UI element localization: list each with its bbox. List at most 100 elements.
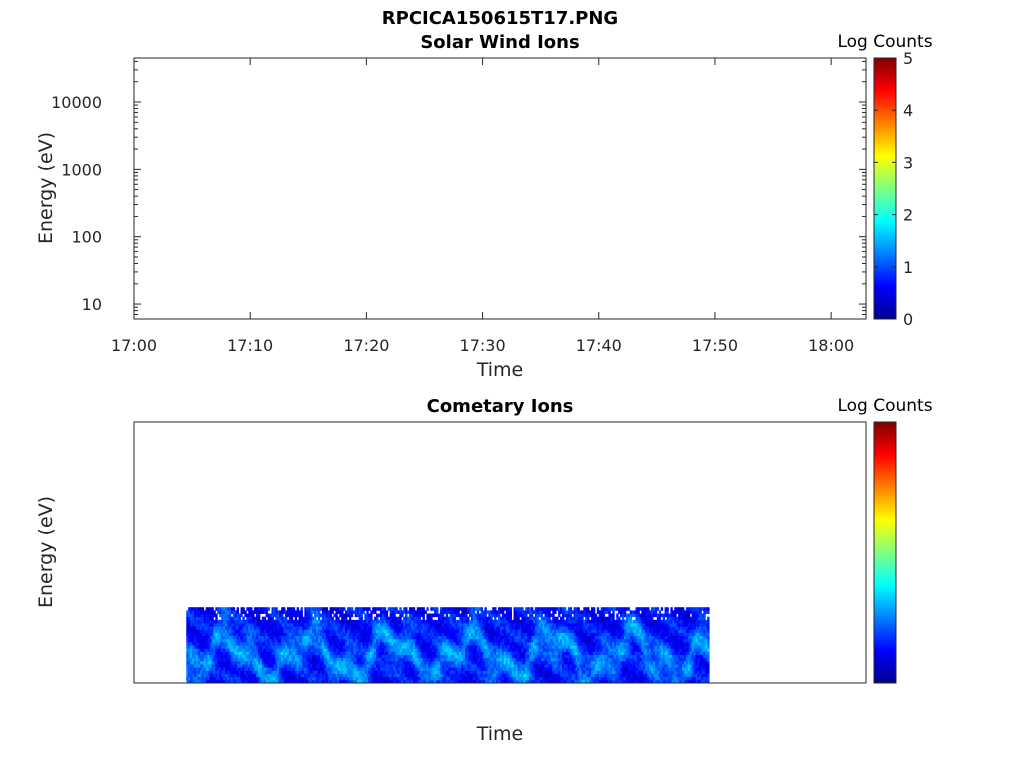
spectrogram-cell	[463, 670, 466, 674]
spectrogram-cell	[478, 645, 482, 649]
spectrogram-cell	[414, 635, 418, 640]
spectrogram-cell	[232, 610, 236, 614]
spectrogram-cell	[469, 645, 472, 649]
spectrogram-cell	[275, 626, 278, 630]
spectrogram-cell	[290, 670, 294, 674]
spectrogram-cell	[374, 635, 377, 640]
spectrogram-cell	[561, 638, 565, 643]
spectrogram-cell	[296, 648, 300, 652]
spectrogram-cell	[552, 638, 555, 643]
panel-title: Solar Wind Ions	[420, 32, 579, 53]
spectrogram-cell	[577, 629, 580, 633]
spectrogram-cell	[519, 623, 522, 627]
spectrogram-cell	[459, 657, 462, 662]
spectrogram-cell	[368, 651, 371, 655]
spectrogram-cell	[395, 676, 398, 681]
spectrogram-cell	[426, 641, 429, 646]
spectrogram-cell	[374, 657, 377, 662]
spectrogram-cell	[552, 679, 555, 683]
spectrogram-cell	[207, 635, 210, 640]
spectrogram-cell	[343, 657, 346, 662]
spectrogram-cell	[527, 619, 530, 624]
spectrogram-cell	[192, 679, 195, 683]
spectrogram-cell	[205, 664, 208, 668]
spectrogram-cell	[279, 623, 282, 627]
spectrogram-cell	[252, 626, 255, 630]
spectrogram-cell	[335, 679, 338, 683]
spectrogram-cell	[505, 632, 509, 637]
spectrogram-cell	[486, 679, 489, 683]
spectrogram-cell	[188, 641, 191, 646]
spectrogram-cell	[521, 635, 524, 640]
spectrogram-cell	[387, 645, 391, 649]
spectrogram-cell	[331, 623, 334, 627]
spectrogram-cell	[376, 651, 379, 655]
spectrogram-cell	[323, 645, 327, 649]
spectrogram-cell	[401, 660, 404, 665]
spectrogram-cell	[465, 626, 468, 630]
spectrogram-cell	[408, 632, 412, 637]
spectrogram-cell	[569, 623, 573, 627]
spectrogram-cell	[414, 629, 418, 633]
spectrogram-cell	[525, 667, 528, 671]
spectrogram-cell	[259, 632, 263, 637]
spectrogram-cell	[300, 679, 303, 683]
spectrogram-cell	[290, 660, 294, 665]
spectrogram-cell	[430, 657, 433, 662]
spectrogram-cell	[333, 613, 336, 618]
spectrogram-cell	[348, 645, 352, 649]
spectrogram-cell	[453, 607, 456, 611]
spectrogram-cell	[308, 645, 311, 649]
spectrogram-cell	[476, 654, 480, 659]
spectrogram-cell	[325, 679, 329, 683]
spectrogram-cell	[548, 623, 551, 627]
spectrogram-cell	[285, 667, 288, 671]
spectrogram-cell	[335, 623, 338, 627]
spectrogram-cell	[581, 657, 584, 662]
spectrogram-cell	[209, 616, 212, 621]
spectrogram-cell	[412, 664, 416, 668]
spectrogram-cell	[219, 629, 222, 633]
spectrogram-cell	[449, 676, 452, 681]
spectrogram-cell	[439, 641, 443, 646]
spectrogram-cell	[554, 610, 557, 614]
spectrogram-cell	[476, 651, 480, 655]
spectrogram-cell	[190, 657, 193, 662]
spectrogram-cell	[467, 623, 470, 627]
spectrogram-cell	[426, 619, 429, 624]
spectrogram-cell	[283, 632, 286, 637]
spectrogram-cell	[554, 626, 557, 630]
spectrogram-cell	[449, 673, 452, 678]
spectrogram-cell	[352, 657, 356, 662]
spectrogram-cell	[426, 673, 429, 678]
spectrogram-cell	[225, 660, 228, 665]
spectrogram-cell	[277, 610, 280, 614]
spectrogram-cell	[316, 654, 319, 659]
spectrogram-cell	[561, 654, 565, 659]
spectrogram-cell	[329, 676, 332, 681]
spectrogram-cell	[583, 638, 586, 643]
spectrogram-cell	[399, 660, 402, 665]
spectrogram-cell	[470, 610, 474, 614]
spectrogram-cell	[451, 629, 454, 633]
spectrogram-cell	[246, 626, 249, 630]
spectrogram-cell	[550, 676, 553, 681]
spectrogram-cell	[449, 660, 452, 665]
spectrogram-cell	[226, 648, 230, 652]
spectrogram-cell	[379, 651, 383, 655]
spectrogram-cell	[385, 654, 389, 659]
spectrogram-cell	[335, 613, 338, 618]
spectrogram-cell	[252, 629, 255, 633]
spectrogram-cell	[575, 626, 578, 630]
spectrogram-cell	[453, 660, 456, 665]
spectrogram-cell	[232, 619, 236, 624]
spectrogram-cell	[426, 645, 429, 649]
spectrogram-cell	[560, 667, 563, 671]
spectrogram-cell	[529, 616, 532, 621]
spectrogram-cell	[236, 635, 239, 640]
spectrogram-cell	[552, 657, 555, 662]
spectrogram-cell	[347, 635, 350, 640]
spectrogram-cell	[505, 651, 509, 655]
spectrogram-cell	[236, 638, 239, 643]
spectrogram-cell	[213, 673, 216, 678]
